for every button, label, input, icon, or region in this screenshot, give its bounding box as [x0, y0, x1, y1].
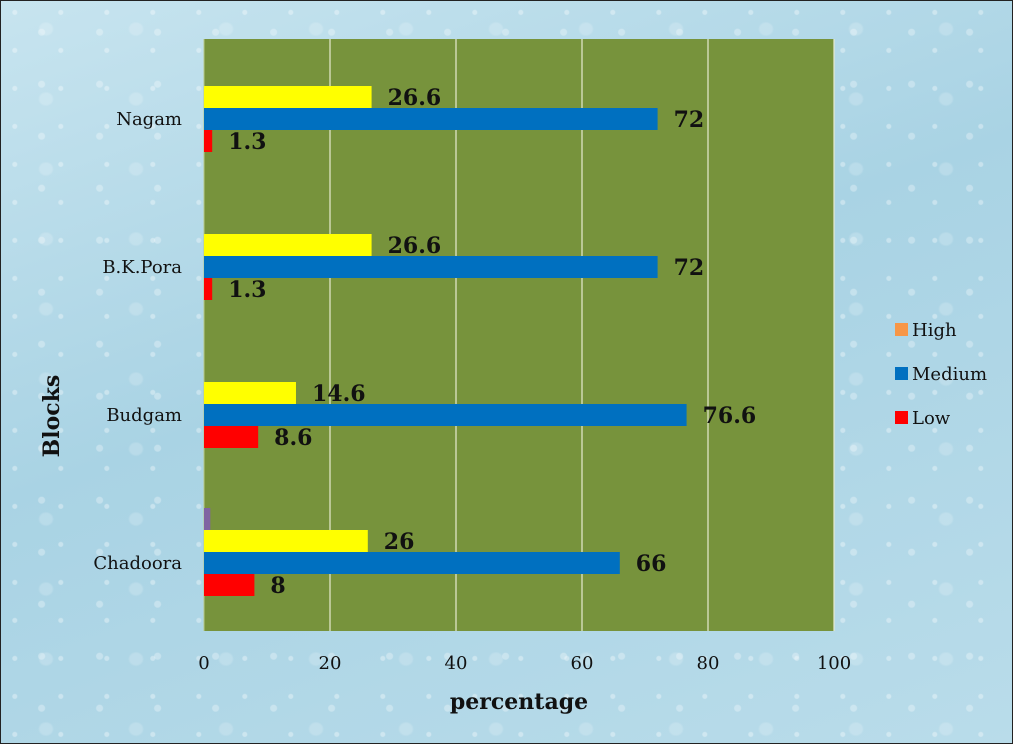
bar	[204, 552, 620, 574]
data-label: 72	[674, 107, 705, 133]
legend: High Medium Low	[895, 320, 987, 429]
bar	[204, 86, 372, 108]
x-axis-title: percentage	[450, 689, 588, 715]
data-labels: 8 66 26 8.6 76.6 14.6 1.3 72 26.6 1.3 72 26.6	[228, 85, 756, 599]
data-label: 8.6	[274, 425, 312, 451]
data-label: 76.6	[703, 403, 757, 429]
legend-label: Low	[912, 408, 951, 429]
bar	[204, 108, 658, 130]
legend-swatch	[895, 367, 908, 380]
x-tick-label: 100	[817, 653, 851, 674]
category-label: B.K.Pora	[102, 257, 182, 278]
data-label: 1.3	[228, 277, 266, 303]
data-label: 66	[636, 551, 667, 577]
bar	[204, 530, 368, 552]
x-tick-label: 60	[571, 653, 594, 674]
bar	[204, 278, 213, 300]
bar	[204, 404, 687, 426]
data-label: 26.6	[388, 85, 442, 111]
x-tick-label: 80	[697, 653, 720, 674]
legend-swatch	[895, 411, 908, 424]
legend-label: High	[912, 320, 957, 341]
category-label: Chadoora	[93, 553, 182, 574]
data-label: 72	[674, 255, 705, 281]
legend-label: Medium	[912, 364, 987, 385]
data-label: 8	[270, 573, 285, 599]
bar	[204, 234, 372, 256]
data-label: 26	[384, 529, 415, 555]
legend-swatch	[895, 323, 908, 336]
data-label: 1.3	[228, 129, 266, 155]
y-axis-title: Blocks	[39, 375, 65, 458]
x-tick-label: 0	[198, 653, 209, 674]
bar	[204, 508, 211, 530]
bar	[204, 130, 213, 152]
bar	[204, 426, 259, 448]
bar	[204, 382, 296, 404]
x-tick-label: 40	[445, 653, 468, 674]
bar	[204, 574, 255, 596]
data-label: 26.6	[388, 233, 442, 259]
bars	[204, 86, 687, 596]
data-label: 14.6	[312, 381, 366, 407]
x-tick-label: 20	[319, 653, 342, 674]
x-axis-ticks: 0 20 40 60 80 100	[198, 653, 851, 674]
bar	[204, 256, 658, 278]
category-label: Budgam	[106, 405, 182, 426]
category-label: Nagam	[116, 109, 182, 130]
y-axis-categories: Chadoora Budgam B.K.Pora Nagam	[93, 109, 182, 574]
